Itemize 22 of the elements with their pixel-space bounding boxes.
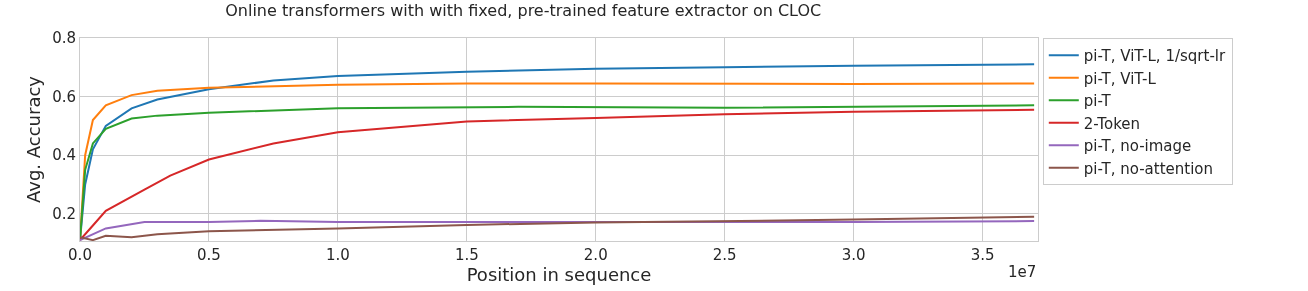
- legend-label: pi-T: [1083, 92, 1112, 111]
- x-tick-label: 2.5: [712, 246, 737, 264]
- x-axis-title: Position in sequence: [466, 264, 652, 285]
- legend-label: pi-T, no-image: [1083, 137, 1192, 156]
- x-tick-label: 0.5: [197, 246, 221, 264]
- legend-label: 2-Token: [1083, 114, 1141, 133]
- x-tick-label: 1.0: [325, 246, 350, 264]
- chart-title: Online transformers with with fixed, pre-trained feature extractor on CLOC: [225, 0, 822, 20]
- text: 1e7: [1008, 263, 1037, 281]
- y-tick-label: 0.2: [52, 205, 76, 224]
- x-tick-label: 3.5: [970, 246, 995, 264]
- x-tick-label: 2.0: [583, 246, 608, 264]
- legend-label: pi-T, no-attention: [1083, 159, 1214, 178]
- y-axis-title: Avg. Accuracy: [23, 75, 45, 203]
- x-tick-label: 1.5: [454, 246, 479, 264]
- y-tick-label: 0.6: [52, 87, 76, 106]
- y-tick-label: 0.4: [52, 146, 76, 165]
- y-tick-label: 0.8: [52, 29, 76, 48]
- legend-label: pi-T, ViT-L: [1083, 69, 1157, 88]
- x-tick-label: 3.0: [841, 246, 866, 264]
- x-tick-label: 0.0: [68, 246, 92, 264]
- legend-label: pi-T, ViT-L, 1/sqrt-lr: [1083, 47, 1226, 66]
